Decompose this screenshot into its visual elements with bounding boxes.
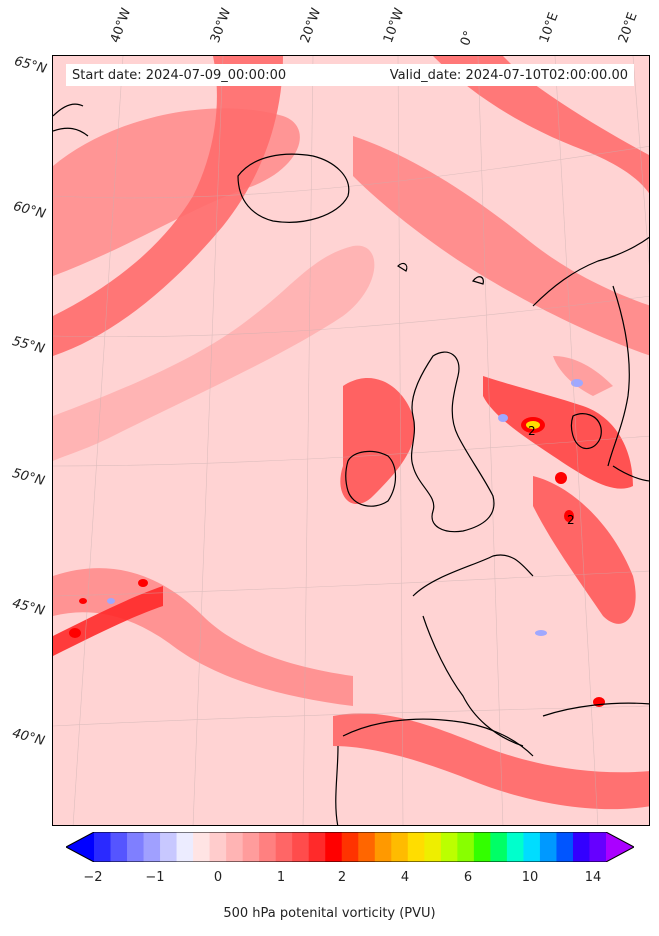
colorbar-tick: −2 bbox=[83, 870, 103, 885]
colorbar-label: 500 hPa potenital vorticity (PVU) bbox=[223, 906, 436, 921]
lon-label-20e: 20°E bbox=[615, 10, 641, 46]
colorbar-segment bbox=[473, 832, 491, 862]
colorbar-segment bbox=[160, 832, 178, 862]
graticule bbox=[53, 56, 649, 825]
colorbar-segment bbox=[226, 832, 244, 862]
iceland-coast bbox=[237, 153, 350, 223]
colorbar-tick: 6 bbox=[463, 870, 473, 885]
lon-label-10e: 10°E bbox=[536, 10, 562, 46]
colorbar-segment bbox=[589, 832, 607, 862]
greenland-coast bbox=[53, 103, 89, 137]
britain-coast bbox=[410, 351, 495, 533]
contour-label: 2 bbox=[567, 513, 575, 527]
ireland-coast bbox=[345, 450, 397, 507]
colorbar-segment bbox=[506, 832, 524, 862]
pv-colorbar bbox=[66, 832, 634, 862]
colorbar-segment bbox=[127, 832, 145, 862]
lat-label-65n: 65°N bbox=[12, 54, 49, 77]
start-date-label: Start date: 2024-07-09_00:00:00 bbox=[72, 67, 287, 83]
colorbar-segment bbox=[143, 832, 161, 862]
lat-label-60n: 60°N bbox=[11, 199, 48, 222]
colorbar-segment bbox=[110, 832, 128, 862]
iberia-coast bbox=[335, 718, 534, 825]
colorbar-tick: 14 bbox=[584, 870, 602, 885]
colorbar-segments bbox=[66, 832, 634, 862]
lat-label-40n: 40°N bbox=[10, 726, 47, 749]
colorbar-segment bbox=[572, 832, 590, 862]
colorbar-segment bbox=[374, 832, 392, 862]
colorbar-tick: 1 bbox=[276, 870, 286, 885]
colorbar-segment bbox=[440, 832, 458, 862]
lon-label-20w: 20°W bbox=[297, 6, 325, 45]
colorbar-segment bbox=[259, 832, 277, 862]
colorbar-segment bbox=[325, 832, 343, 862]
lat-label-55n: 55°N bbox=[10, 334, 47, 357]
colorbar-extend-high bbox=[606, 832, 634, 862]
colorbar-segment bbox=[209, 832, 227, 862]
colorbar-segment bbox=[275, 832, 293, 862]
colorbar-tick: −1 bbox=[145, 870, 165, 885]
lon-label-0: 0° bbox=[457, 28, 478, 48]
baltic-coast bbox=[612, 465, 649, 482]
colorbar-tick: 2 bbox=[337, 870, 347, 885]
scandinavia-coast bbox=[532, 236, 649, 467]
colorbar-segment bbox=[341, 832, 359, 862]
colorbar-segment bbox=[490, 832, 508, 862]
pv-map-panel: 2 2 bbox=[52, 55, 650, 826]
pv-contour-bands bbox=[53, 56, 649, 810]
negative-pv-patches bbox=[107, 379, 583, 636]
colorbar-segment bbox=[358, 832, 376, 862]
france-coast bbox=[412, 554, 534, 747]
lon-label-40w: 40°W bbox=[107, 6, 135, 45]
date-info-bar: Start date: 2024-07-09_00:00:00 Valid_da… bbox=[66, 64, 634, 86]
colorbar-segment bbox=[391, 832, 409, 862]
colorbar-segment bbox=[193, 832, 211, 862]
colorbar-segment bbox=[308, 832, 326, 862]
colorbar-tick: 0 bbox=[213, 870, 223, 885]
colorbar-segment bbox=[539, 832, 557, 862]
denmark-coast bbox=[570, 413, 602, 450]
colorbar-tick: 10 bbox=[521, 870, 539, 885]
colorbar-segment bbox=[94, 832, 112, 862]
colorbar-segment bbox=[407, 832, 425, 862]
colorbar-segment bbox=[242, 832, 260, 862]
colorbar-segment bbox=[176, 832, 194, 862]
lon-label-10w: 10°W bbox=[380, 6, 408, 45]
colorbar-extend-low bbox=[66, 832, 94, 862]
colorbar-segment bbox=[292, 832, 310, 862]
colorbar-tick: 4 bbox=[400, 870, 410, 885]
peak-pv-spots bbox=[69, 417, 605, 707]
lon-label-30w: 30°W bbox=[207, 6, 235, 45]
africa-coast bbox=[542, 702, 649, 717]
shetland-islands bbox=[397, 262, 484, 285]
valid-date-label: Valid_date: 2024-07-10T02:00:00.00 bbox=[389, 67, 628, 83]
colorbar-segment bbox=[523, 832, 541, 862]
colorbar-segment bbox=[424, 832, 442, 862]
colorbar-segment bbox=[556, 832, 574, 862]
colorbar-segment bbox=[457, 832, 475, 862]
lat-label-50n: 50°N bbox=[10, 466, 47, 489]
coastlines bbox=[53, 103, 649, 825]
contour-label: 2 bbox=[528, 424, 536, 438]
lat-label-45n: 45°N bbox=[10, 596, 47, 619]
pv-field-plot: 2 2 bbox=[53, 56, 649, 825]
